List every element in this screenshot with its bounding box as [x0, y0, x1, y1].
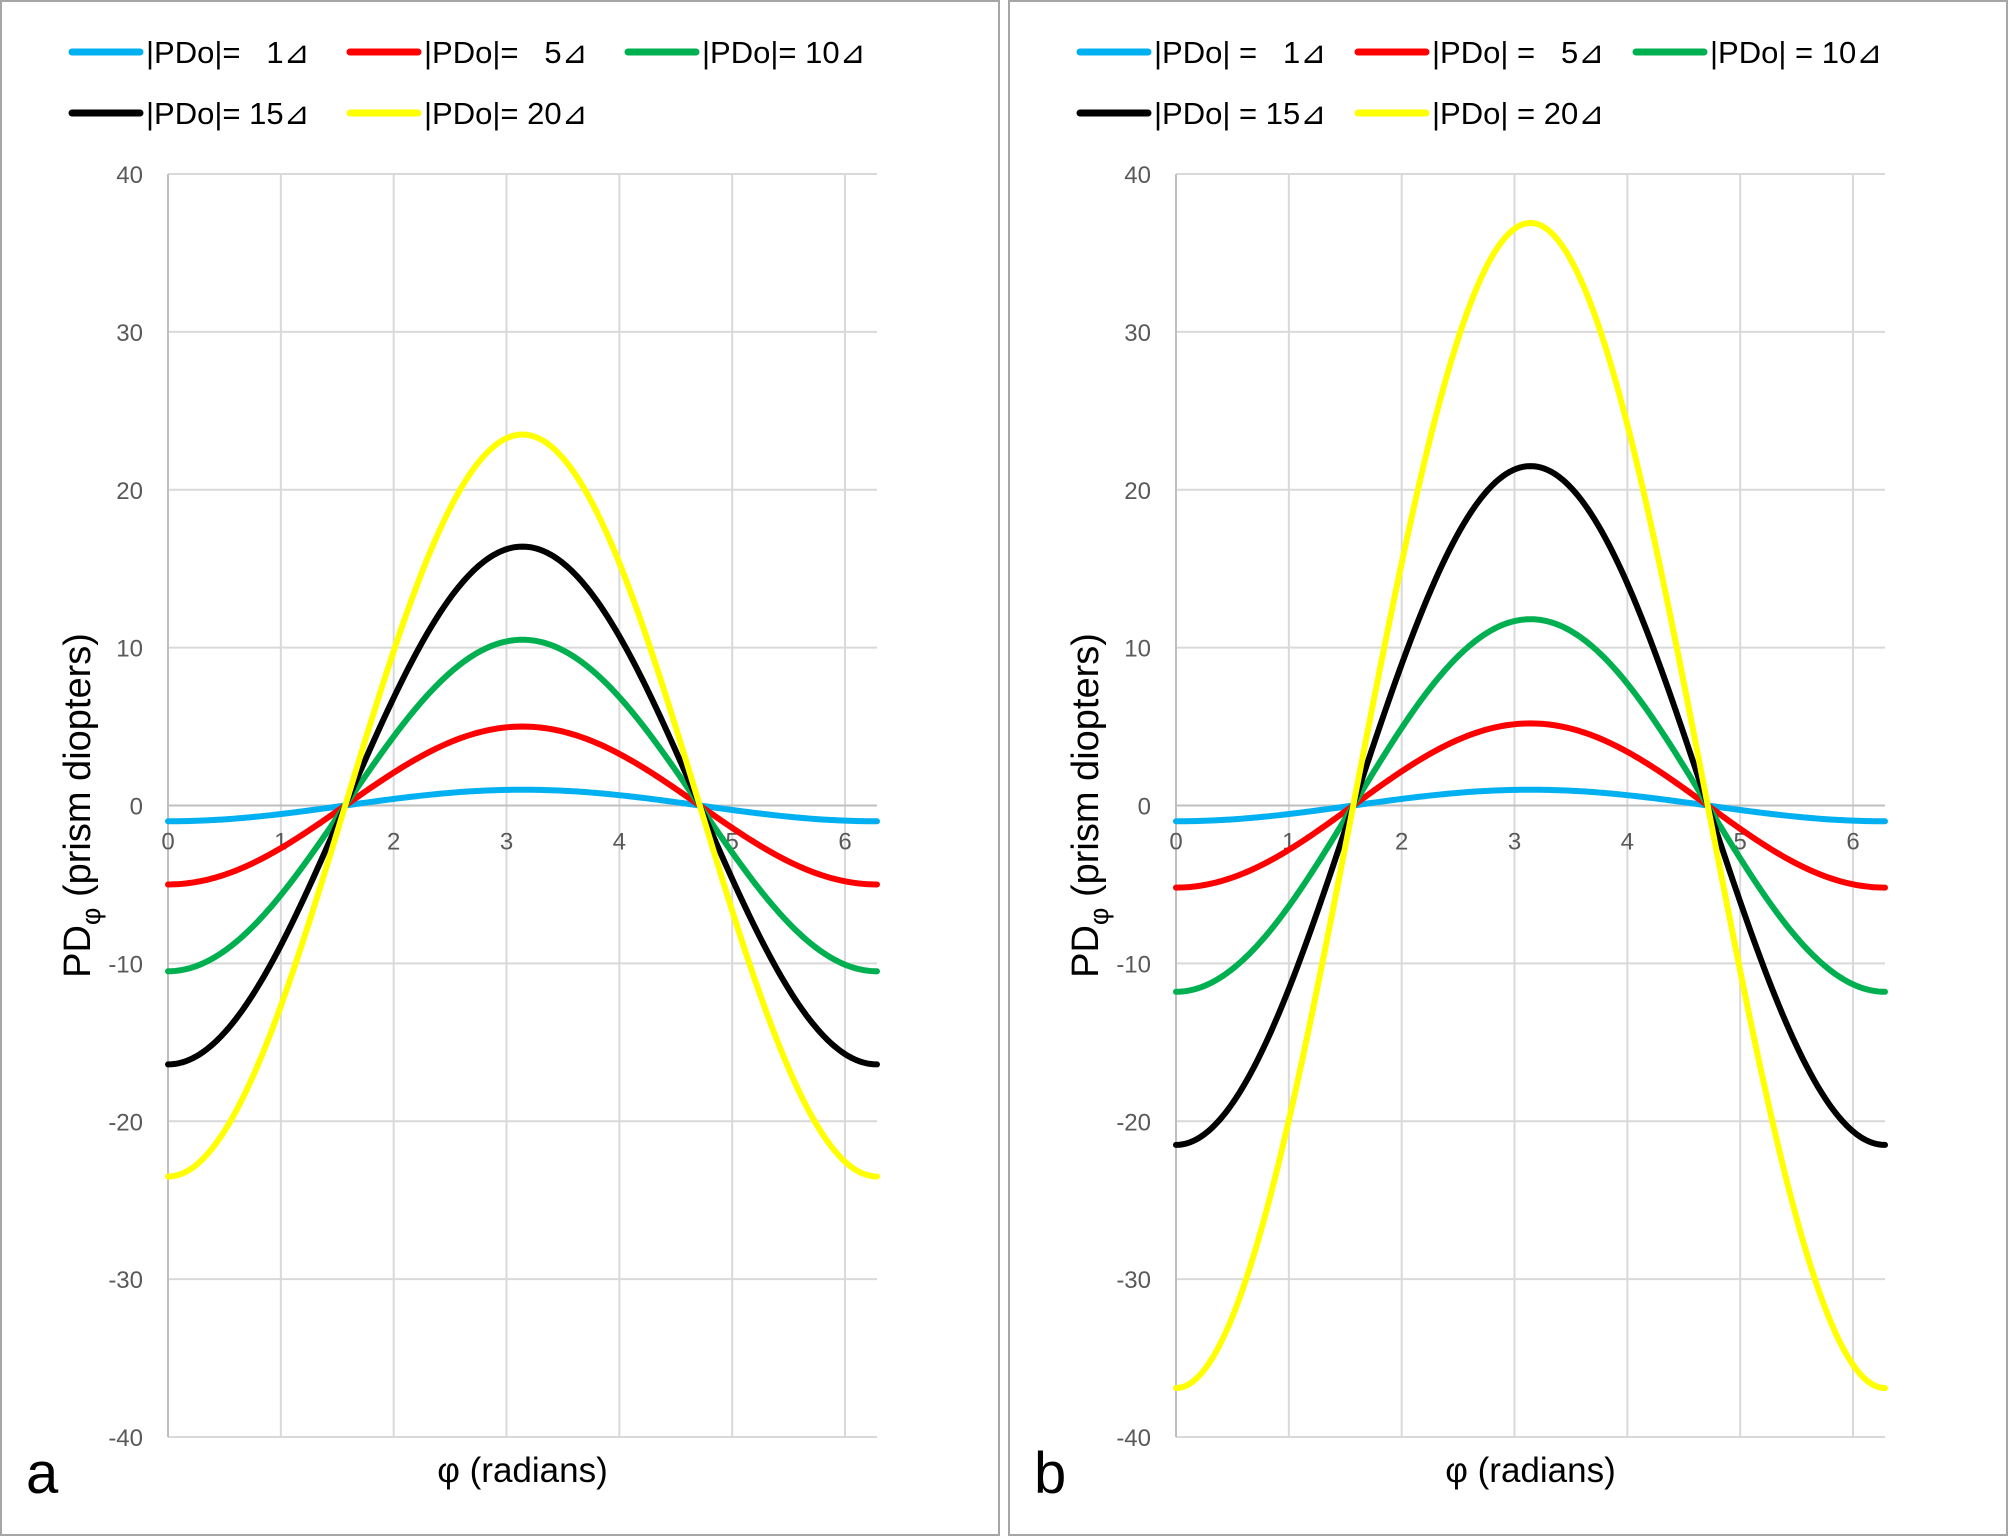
x-tick-label: 2	[1395, 829, 1408, 856]
y-tick-label: 20	[116, 478, 143, 505]
legend-entry: |PDo| = 1⊿	[1154, 35, 1326, 70]
legend-entry: |PDo|= 20⊿	[424, 96, 588, 131]
y-tick-label: -40	[108, 1425, 143, 1452]
legend-entry: |PDo|= 5⊿	[424, 35, 588, 70]
x-tick-label: 6	[838, 829, 851, 856]
y-tick-label: 20	[1124, 478, 1151, 505]
legend-entry: |PDo| = 10⊿	[1710, 35, 1882, 70]
y-tick-label: 40	[116, 162, 143, 189]
y-tick-label: 30	[116, 320, 143, 347]
series-group	[1173, 219, 1888, 1392]
y-tick-label: -20	[1116, 1109, 1151, 1136]
legend-entry: |PDo| = 5⊿	[1432, 35, 1604, 70]
panel-label: a	[26, 1441, 59, 1506]
x-tick-label: 4	[613, 829, 626, 856]
y-axis-title-subscript: φ	[1084, 908, 1114, 926]
x-axis-title: φ (radians)	[1445, 1451, 1616, 1490]
y-tick-label: -10	[108, 951, 143, 978]
x-tick-label: 3	[500, 829, 513, 856]
chart-frame	[0, 0, 1000, 1536]
series-line-3	[1173, 463, 1888, 1148]
y-tick-label: 30	[1124, 320, 1151, 347]
series-line-3	[165, 543, 880, 1068]
series-line-0	[165, 786, 880, 825]
series-line-2	[1173, 616, 1888, 995]
y-tick-label: -30	[108, 1267, 143, 1294]
chart-panel-b: -40 -30 -20 -10 0 10 20 30 40 0 1 2 3 4 5 6 |PDo| = 1⊿ |P…	[1008, 0, 2008, 1536]
y-tick-label: -20	[108, 1109, 143, 1136]
y-tick-label: 40	[1124, 162, 1151, 189]
series-line-4	[1173, 219, 1888, 1392]
x-axis-title: φ (radians)	[437, 1451, 608, 1490]
legend: |PDo| = 1⊿ |PDo| = 5⊿ |PDo| = 10⊿ |PDo| = 1…	[1076, 35, 1882, 131]
series-line-4	[165, 431, 880, 1180]
x-tick-label: 6	[1846, 829, 1859, 856]
y-tick-label: -40	[1116, 1425, 1151, 1452]
y-tick-label: -10	[1116, 951, 1151, 978]
series-line-1	[1173, 720, 1888, 891]
y-tick-label: 10	[1124, 636, 1151, 663]
legend-entry: |PDo|= 1⊿	[146, 35, 310, 70]
y-tick-label: 0	[130, 794, 143, 821]
legend-entry: |PDo|= 10⊿	[702, 35, 866, 70]
y-axis-title: PDφ (prism diopters)	[57, 633, 106, 978]
y-axis-title-subscript: φ	[76, 908, 106, 926]
series-line-0	[1173, 786, 1888, 825]
y-tick-label: 0	[1138, 794, 1151, 821]
y-tick-label: -30	[1116, 1267, 1151, 1294]
series-line-2	[165, 636, 880, 975]
y-axis-title-rest: (prism diopters)	[57, 633, 99, 908]
legend-entry: |PDo| = 15⊿	[1154, 96, 1326, 131]
legend-entry: |PDo| = 20⊿	[1432, 96, 1604, 131]
y-axis-title-main: PD	[57, 925, 99, 978]
series-group	[165, 431, 880, 1180]
y-axis-title-rest: (prism diopters)	[1065, 633, 1107, 908]
chart-panel-a: -40 -30 -20 -10 0 10 20 30 40 0 1 2 3 4 5 6 |PDo|= 1⊿ |PD…	[0, 0, 1000, 1536]
legend: |PDo|= 1⊿ |PDo|= 5⊿ |PDo|= 10⊿ |PDo|= 15⊿ |P…	[68, 35, 866, 131]
x-tick-label: 3	[1508, 829, 1521, 856]
y-axis-title: PDφ (prism diopters)	[1065, 633, 1114, 978]
y-axis-title-main: PD	[1065, 925, 1107, 978]
series-line-1	[165, 723, 880, 888]
x-tick-label: 4	[1621, 829, 1634, 856]
x-tick-label: 0	[161, 829, 174, 856]
x-tick-label: 0	[1169, 829, 1182, 856]
y-tick-label: 10	[116, 636, 143, 663]
legend-entry: |PDo|= 15⊿	[146, 96, 310, 131]
x-tick-label: 2	[387, 829, 400, 856]
panel-label: b	[1034, 1441, 1066, 1506]
